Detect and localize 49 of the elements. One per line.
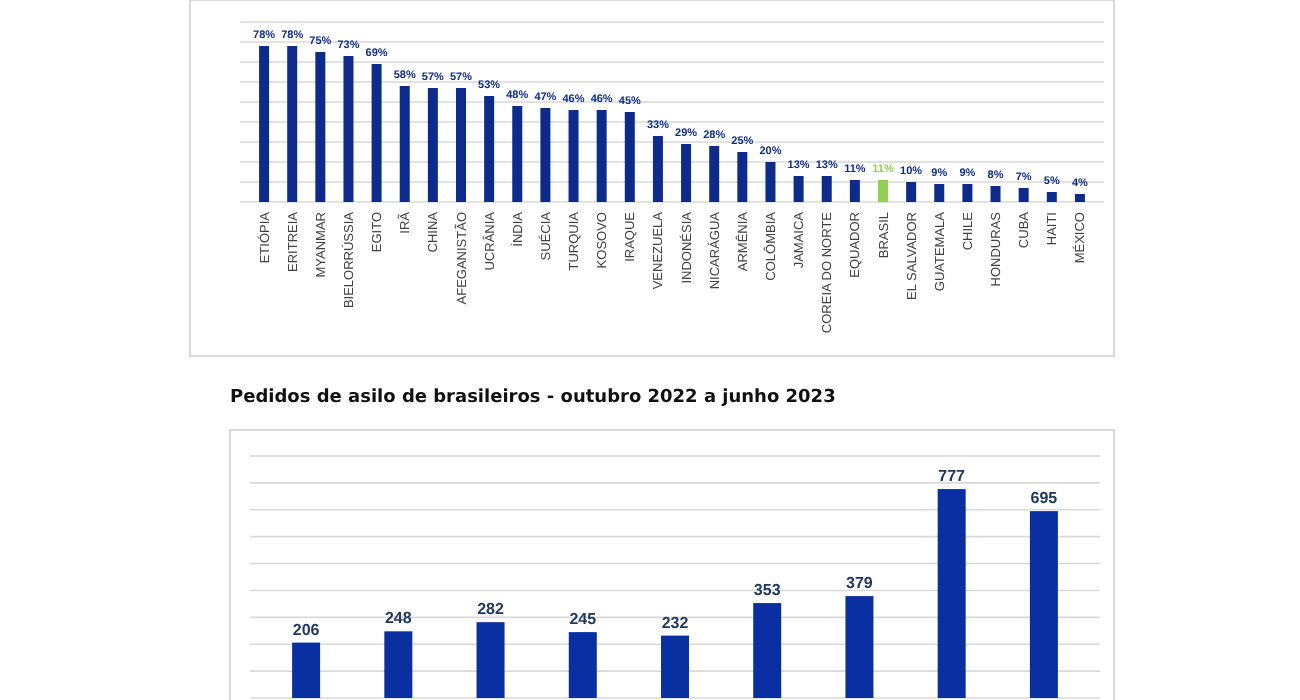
bar <box>990 186 1001 202</box>
bar <box>596 110 607 202</box>
bar <box>652 136 663 202</box>
bar <box>540 108 551 202</box>
data-label: 695 <box>1030 489 1059 508</box>
bar <box>484 96 495 202</box>
bar <box>709 146 720 202</box>
bar <box>384 631 413 698</box>
bar <box>1074 194 1085 202</box>
data-label: 353 <box>753 581 782 600</box>
bar <box>343 56 354 202</box>
bar <box>661 635 689 698</box>
data-label: 248 <box>384 609 413 628</box>
bar <box>821 176 832 202</box>
bar <box>906 182 917 202</box>
data-label: 206 <box>292 620 321 639</box>
bar <box>399 86 410 202</box>
bar <box>624 112 635 202</box>
bar <box>934 184 945 202</box>
bar <box>259 46 270 202</box>
bar <box>512 106 523 202</box>
bar <box>476 622 505 698</box>
data-label: 777 <box>938 467 967 486</box>
bar <box>849 180 860 202</box>
bar <box>845 596 874 698</box>
data-label: 379 <box>846 574 874 593</box>
bar <box>371 64 382 202</box>
bar <box>937 489 966 698</box>
bar <box>292 642 321 698</box>
bar <box>568 632 597 698</box>
data-label: 232 <box>661 613 690 632</box>
bar <box>753 603 782 698</box>
bar <box>1046 192 1057 202</box>
bar <box>793 176 804 202</box>
data-label: 245 <box>569 610 598 629</box>
bar <box>765 162 776 202</box>
chart-title: Pedidos de asilo de brasileiros - outubro 2022 a junho 2023 <box>230 388 836 408</box>
bar <box>315 52 326 202</box>
bar <box>1018 188 1029 202</box>
bar <box>456 88 466 202</box>
bar <box>878 180 888 202</box>
bar <box>737 152 748 202</box>
bar <box>427 88 438 202</box>
bar <box>568 110 579 202</box>
bar <box>962 184 973 202</box>
data-label: 282 <box>477 600 505 619</box>
bar <box>1029 511 1058 698</box>
bar <box>681 144 692 202</box>
bar <box>287 46 298 202</box>
